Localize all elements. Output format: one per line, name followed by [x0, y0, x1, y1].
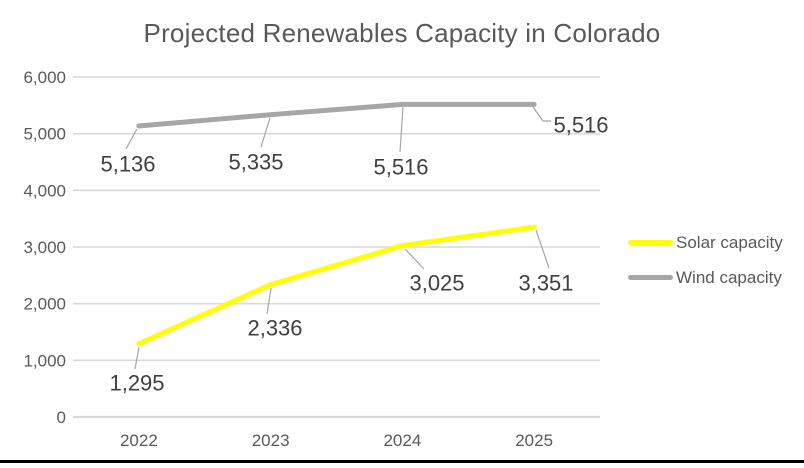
data-label-leader-line: [399, 106, 404, 153]
data-label: 5,335: [228, 150, 283, 175]
data-label-leader-line: [260, 117, 271, 148]
legend-label-wind: Wind capacity: [676, 267, 782, 287]
data-label-leader-line: [532, 106, 551, 122]
series-line-solar-capacity: [136, 224, 537, 347]
y-tick-label: 0: [57, 408, 66, 427]
legend-item-wind-capacity: Wind capacity: [628, 268, 783, 287]
y-tick-label: 5,000: [23, 125, 66, 144]
data-label-leader-line: [266, 287, 272, 315]
data-label-leader-line: [125, 128, 138, 150]
legend-item-solar-capacity: Solar capacity: [628, 233, 783, 252]
data-label-leader-line: [535, 229, 550, 269]
bottom-edge-bar: [0, 460, 804, 463]
y-tick-label: 6,000: [23, 68, 66, 87]
data-label: 1,295: [109, 371, 164, 396]
y-tick-label: 2,000: [23, 295, 66, 314]
x-tick-label: 2025: [515, 431, 553, 450]
data-label: 3,025: [409, 271, 464, 296]
y-tick-label: 1,000: [23, 351, 66, 370]
y-tick-label: 4,000: [23, 181, 66, 200]
solar-legend-swatch-icon: [628, 240, 673, 245]
x-tick-label: 2024: [383, 431, 421, 450]
legend-label-solar: Solar capacity: [676, 232, 783, 252]
x-tick-label: 2022: [120, 431, 158, 450]
data-label: 5,516: [553, 113, 608, 138]
wind-legend-swatch-icon: [628, 275, 673, 280]
data-label-leader-line: [134, 346, 140, 370]
x-tick-label: 2023: [252, 431, 290, 450]
data-label: 5,516: [373, 155, 428, 180]
data-label: 5,136: [100, 152, 155, 177]
legend: Solar capacity Wind capacity: [628, 233, 783, 287]
data-label: 2,336: [247, 316, 302, 341]
y-tick-label: 3,000: [23, 238, 66, 257]
chart-title: Projected Renewables Capacity in Colorad…: [143, 18, 661, 48]
data-label-leader-line: [404, 248, 425, 270]
series-line-wind-capacity: [136, 101, 537, 129]
data-label: 3,351: [518, 271, 573, 296]
